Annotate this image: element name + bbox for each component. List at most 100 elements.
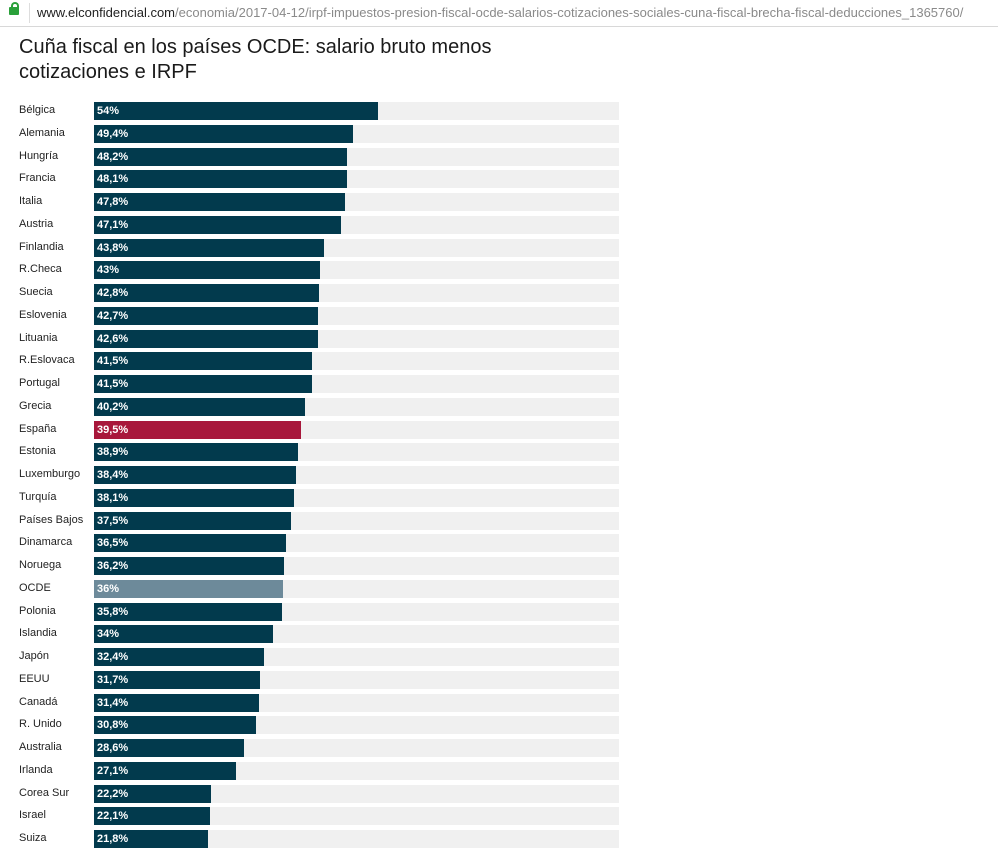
value-label: 42,6% [97,332,129,345]
category-label: Italia [19,195,43,207]
bar [94,261,320,280]
category-label: OCDE [19,581,51,594]
url-text[interactable]: www.elconfidencial.com/economia/2017-04-… [37,5,963,20]
value-label: 38,1% [97,491,129,504]
value-label: 38,9% [97,446,129,459]
category-label: Eslovenia [19,308,67,321]
bar-row: Alemania 49,4% [0,124,640,143]
bar [94,147,348,166]
bar [94,511,291,530]
category-label: Alemania [19,126,65,139]
value-label: 30,8% [97,719,129,732]
value-label: 36,5% [97,537,129,550]
bar-row: Corea Sur 22,2% [0,784,640,803]
bar [94,830,209,848]
value-label: 35,8% [97,605,129,618]
bar-row: Suecia 42,8% [0,284,640,302]
value-label: 42,7% [97,309,129,322]
bar [94,579,283,598]
bar [94,488,295,507]
bar [94,557,285,575]
category-label: Polonia [19,604,56,617]
bar-row: Estonia 38,9% [0,443,640,462]
category-label: EEUU [19,672,50,685]
category-label: Francia [19,172,56,185]
category-label: Israel [19,809,46,822]
bar [94,443,299,462]
value-label: 38,4% [97,469,129,481]
value-label: 41,5% [97,378,129,390]
bar [94,693,259,712]
value-label: 28,6% [97,742,129,754]
value-label: 32,4% [97,651,129,663]
bar-row: Israel 22,1% [0,807,640,826]
value-label: 41,5% [97,355,129,368]
bar-row: Canadá 31,4% [0,693,640,712]
category-label: Países Bajos [19,513,84,526]
bar-row: Suiza 21,8% [0,830,640,848]
category-label: Japón [19,650,49,662]
value-label: 48,1% [97,173,129,186]
bar-row: Francia 48,1% [0,170,640,189]
bar-row: Polonia 35,8% [0,602,640,621]
bar [94,284,319,302]
bar [94,534,286,553]
bar-row: Australia 28,6% [0,739,640,757]
value-label: 37,5% [97,514,129,527]
bar-row: EEUU 31,7% [0,670,640,689]
bar-track [94,807,619,826]
value-label: 36,2% [97,560,129,572]
bar-row: Luxemburgo 38,4% [0,466,640,484]
value-label: 47,8% [97,196,129,208]
bar [94,170,347,189]
category-label: Irlanda [19,763,53,776]
bar [94,329,318,348]
lock-icon [9,2,19,15]
value-label: 43% [97,264,120,277]
bar [94,193,345,211]
bar [94,124,354,143]
category-label: R. Unido [19,718,62,731]
category-label: Corea Sur [19,786,70,799]
bar-row: Portugal 41,5% [0,375,640,393]
bar-row: Países Bajos 37,5% [0,511,640,530]
category-label: R.Checa [19,263,62,276]
category-label: Dinamarca [19,536,73,549]
bar [94,602,282,621]
bar-row: Irlanda 27,1% [0,761,640,780]
value-label: 31,4% [97,696,129,709]
category-label: Estonia [19,445,56,458]
value-label: 40,2% [97,400,129,413]
bar [94,102,378,120]
address-bar[interactable]: www.elconfidencial.com/economia/2017-04-… [0,0,998,27]
value-label: 22,1% [97,810,129,823]
category-label: España [19,422,57,435]
category-label: Australia [19,741,62,753]
bar-row: OCDE 36% [0,579,640,598]
bar [94,420,302,439]
bar-row: Grecia 40,2% [0,397,640,416]
value-label: 36% [97,582,120,595]
category-label: Portugal [19,377,60,389]
category-label: Austria [19,217,54,230]
category-label: Hungría [19,149,59,162]
bar [94,648,265,666]
bar-row: España 39,5% [0,420,640,439]
value-label: 48,2% [97,150,129,163]
bar [94,466,296,484]
bar [94,238,324,257]
bar-row: Lituania 42,6% [0,329,640,348]
category-label: Suiza [19,832,47,844]
bar [94,807,211,826]
bar [94,375,312,393]
bar-row: R. Unido 30,8% [0,716,640,735]
bar-row: Italia 47,8% [0,193,640,211]
category-label: Suecia [19,286,53,298]
category-label: Grecia [19,399,52,412]
category-label: Noruega [19,559,62,571]
bar [94,739,245,757]
url-path: /economia/2017-04-12/irpf-impuestos-pres… [175,5,964,20]
divider [29,3,30,23]
bar [94,215,342,234]
value-label: 34% [97,628,120,641]
